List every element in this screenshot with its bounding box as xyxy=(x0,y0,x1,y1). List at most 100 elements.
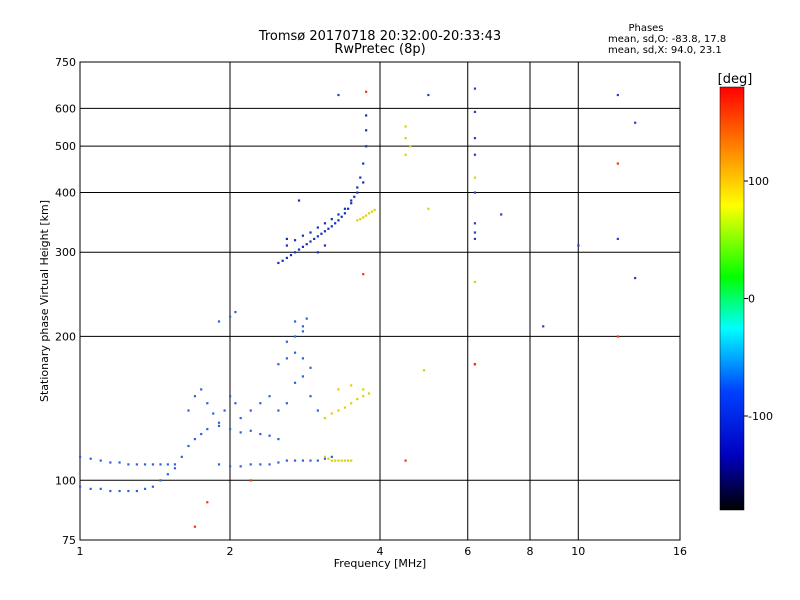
data-point xyxy=(259,432,262,436)
data-point xyxy=(277,437,280,441)
data-point xyxy=(187,409,190,412)
data-point xyxy=(346,459,350,462)
data-point xyxy=(334,222,337,225)
data-point xyxy=(343,212,347,215)
data-point xyxy=(285,244,288,247)
data-point xyxy=(330,455,333,458)
x-tick-label: 6 xyxy=(464,545,471,558)
data-point xyxy=(330,412,333,415)
data-point xyxy=(634,276,637,280)
data-point xyxy=(268,434,271,437)
data-point xyxy=(365,129,368,132)
data-point xyxy=(353,195,356,198)
data-point xyxy=(346,207,350,210)
data-point xyxy=(293,459,297,462)
data-point xyxy=(239,416,242,420)
data-point xyxy=(223,409,226,412)
data-point xyxy=(316,459,319,462)
data-point xyxy=(337,409,340,412)
data-point xyxy=(239,465,242,468)
data-point xyxy=(337,388,340,391)
chart-title: Tromsø 20170718 20:32:00-20:33:43 xyxy=(258,29,501,44)
data-point xyxy=(404,125,407,128)
data-point xyxy=(79,485,82,488)
data-point xyxy=(187,444,190,448)
data-point xyxy=(206,402,209,405)
data-point xyxy=(577,244,580,247)
data-point xyxy=(143,487,147,490)
data-point xyxy=(285,256,288,260)
data-point xyxy=(616,93,619,97)
data-point xyxy=(135,489,138,493)
y-axis-label: Stationary phase Virtual Height [km] xyxy=(38,200,51,402)
colorbar-tick-label: 0 xyxy=(748,293,755,306)
data-point xyxy=(309,231,312,234)
data-point xyxy=(356,191,359,194)
data-point xyxy=(473,153,477,156)
data-point xyxy=(616,237,619,241)
data-points xyxy=(79,87,637,528)
data-point xyxy=(293,320,297,323)
data-point xyxy=(316,251,319,254)
data-point xyxy=(362,395,365,398)
data-point xyxy=(473,222,477,225)
data-point xyxy=(200,388,203,391)
colorbar-tick-label: -100 xyxy=(748,410,773,423)
data-point xyxy=(217,463,221,466)
data-point xyxy=(327,227,330,230)
data-point xyxy=(316,409,319,412)
phase-stats-x: mean, sd,X: 94.0, 23.1 xyxy=(608,45,722,56)
phase-stats-heading: Phases xyxy=(628,23,663,34)
data-point xyxy=(365,114,368,117)
data-point xyxy=(327,457,330,460)
x-tick-label: 4 xyxy=(377,545,384,558)
data-point xyxy=(309,459,312,462)
data-point xyxy=(362,273,365,276)
data-point xyxy=(340,459,343,462)
data-point xyxy=(323,457,327,460)
colorbar-label: [deg] xyxy=(718,72,753,87)
x-axis-ticks: 1 2 4 6 8 10 16 xyxy=(77,545,688,558)
data-point xyxy=(362,181,365,184)
data-point xyxy=(409,145,412,148)
data-point xyxy=(89,457,92,460)
data-point xyxy=(212,412,215,415)
y-axis-ticks: 75 100 200 300 400 500 600 750 xyxy=(55,56,76,547)
data-point xyxy=(229,465,232,468)
data-point xyxy=(293,251,297,254)
data-point xyxy=(293,351,297,354)
data-point xyxy=(151,463,155,466)
data-point xyxy=(301,234,305,237)
data-point xyxy=(217,424,221,428)
data-point xyxy=(309,395,312,398)
data-point xyxy=(249,463,252,466)
y-tick-label: 300 xyxy=(55,246,76,259)
data-point xyxy=(367,392,371,395)
data-point xyxy=(373,208,376,212)
data-point xyxy=(323,230,327,233)
data-point xyxy=(616,162,619,165)
data-point xyxy=(285,459,288,462)
data-point xyxy=(313,237,316,241)
x-tick-label: 8 xyxy=(527,545,534,558)
data-point xyxy=(89,487,92,490)
data-point xyxy=(234,310,237,314)
data-point xyxy=(229,395,232,398)
data-point xyxy=(301,357,305,360)
x-tick-label: 10 xyxy=(571,545,585,558)
y-tick-label: 100 xyxy=(55,474,76,487)
data-point xyxy=(281,259,284,262)
data-point xyxy=(337,213,340,216)
data-point xyxy=(500,213,503,216)
data-point xyxy=(285,357,288,360)
data-point xyxy=(473,87,477,90)
data-point xyxy=(359,218,362,221)
data-point xyxy=(151,485,155,488)
data-point xyxy=(343,207,347,210)
data-point xyxy=(350,384,353,387)
data-point xyxy=(229,315,232,318)
colorbar-tick-label: 100 xyxy=(748,175,769,188)
data-point xyxy=(217,421,221,424)
y-tick-label: 600 xyxy=(55,102,76,115)
y-tick-label: 400 xyxy=(55,186,76,199)
